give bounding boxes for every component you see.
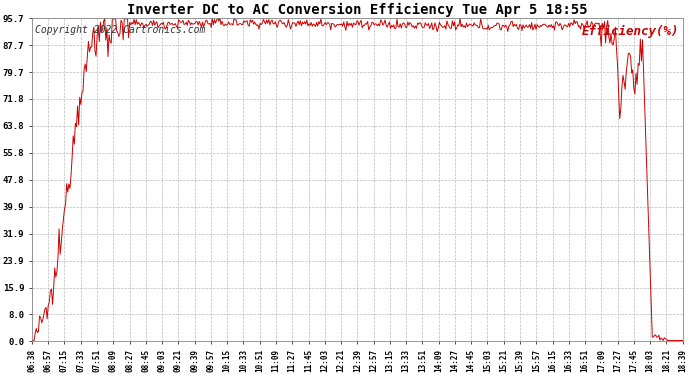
- Text: Efficiency(%): Efficiency(%): [582, 25, 680, 38]
- Text: Copyright 2022 Cartronics.com: Copyright 2022 Cartronics.com: [35, 25, 206, 34]
- Title: Inverter DC to AC Conversion Efficiency Tue Apr 5 18:55: Inverter DC to AC Conversion Efficiency …: [127, 3, 588, 17]
